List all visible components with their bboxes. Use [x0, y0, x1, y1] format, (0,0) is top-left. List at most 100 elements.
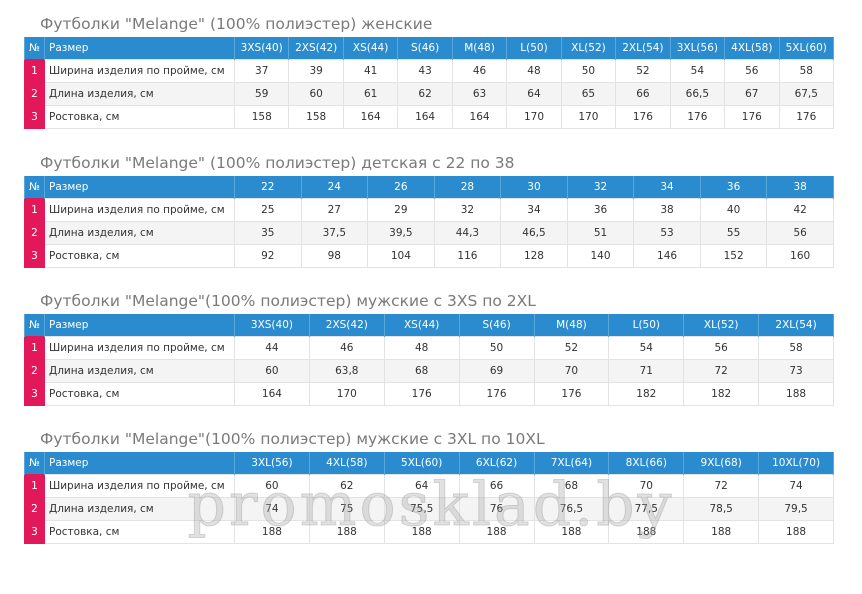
row-number: 3 [24, 105, 45, 129]
table-cell: 64 [383, 474, 460, 498]
size-header: 3XS(40) [234, 314, 310, 337]
header-number: № [24, 452, 45, 475]
size-header: XL(52) [683, 314, 760, 337]
table-row: 2 Длина изделия, см 35 37,5 39,5 44,3 46,5 51 53… [24, 221, 834, 245]
header-size: Размер [44, 37, 235, 60]
table-cell: 188 [758, 382, 834, 406]
row-label: Ширина изделия по пройме, см [44, 474, 235, 498]
table-cell: 44,3 [433, 221, 502, 245]
table-cell: 176 [615, 105, 671, 129]
size-header: XS(44) [342, 37, 399, 60]
table-cell: 54 [608, 336, 685, 360]
table-cell: 37,5 [300, 221, 369, 245]
size-header: 2XS(42) [308, 314, 385, 337]
table-row: 2 Длина изделия, см 74 75 75,5 76 76,5 77,5 78,5… [24, 497, 834, 521]
size-header: 3XL(56) [669, 37, 726, 60]
table-cell: 35 [234, 221, 302, 245]
table-cell: 77,5 [608, 497, 685, 521]
table-cell: 29 [367, 198, 435, 222]
table-row: 3 Ростовка, см 188 188 188 188 188 188 188 188 [24, 520, 834, 544]
table-cell: 52 [533, 336, 610, 360]
row-label: Ростовка, см [44, 244, 235, 268]
size-header: 2XL(54) [758, 314, 834, 337]
row-label: Ростовка, см [44, 105, 235, 129]
table-cell: 158 [288, 105, 344, 129]
row-number: 3 [24, 244, 45, 268]
size-header: 30 [500, 176, 568, 199]
table-cell: 63,8 [308, 359, 385, 383]
table-cell: 140 [566, 244, 635, 268]
table-cell: 44 [234, 336, 310, 360]
table-cell: 51 [566, 221, 635, 245]
table-cell: 63 [451, 82, 508, 106]
row-number: 3 [24, 382, 45, 406]
table-cell: 56 [766, 221, 834, 245]
table-cell: 164 [451, 105, 508, 129]
table-cell: 60 [234, 474, 310, 498]
table-cell: 40 [699, 198, 768, 222]
size-header: 32 [566, 176, 635, 199]
table-cell: 36 [566, 198, 635, 222]
table-cell: 59 [233, 82, 290, 106]
table-cell: 46,5 [500, 221, 568, 245]
table-cell: 176 [724, 105, 780, 129]
header-size: Размер [44, 452, 235, 475]
size-table-women: Футболки "Melange" (100% полиэстер) женс… [24, 11, 835, 129]
size-header: 4XL(58) [308, 452, 385, 475]
table-cell: 182 [608, 382, 685, 406]
table-cell: 61 [342, 82, 399, 106]
table-cell: 92 [234, 244, 302, 268]
row-number: 2 [24, 359, 45, 383]
size-table: № Размер 3XS(40) 2XS(42) XS(44) S(46) M(48) L(5… [24, 37, 835, 129]
table-cell: 164 [397, 105, 453, 129]
row-label: Ростовка, см [44, 382, 235, 406]
table-cell: 188 [533, 520, 610, 544]
table-cell: 176 [458, 382, 535, 406]
row-label: Длина изделия, см [44, 497, 235, 521]
size-header: 3XS(40) [233, 37, 290, 60]
size-header: 6XL(62) [458, 452, 535, 475]
table-cell: 34 [500, 198, 568, 222]
table-cell: 32 [433, 198, 502, 222]
table-cell: 60 [288, 82, 344, 106]
size-header: 34 [633, 176, 701, 199]
size-header: XS(44) [383, 314, 460, 337]
table-cell: 104 [367, 244, 435, 268]
size-header: 22 [234, 176, 302, 199]
table-cell: 170 [506, 105, 562, 129]
table-row: 1 Ширина изделия по пройме, см 44 46 48 50 52 5… [24, 336, 834, 360]
row-label: Длина изделия, см [44, 359, 235, 383]
size-header: XL(52) [560, 37, 617, 60]
table-cell: 72 [683, 359, 760, 383]
section-title: Футболки "Melange" (100% полиэстер) детс… [40, 154, 515, 172]
row-label: Ростовка, см [44, 520, 235, 544]
table-cell: 52 [615, 59, 671, 83]
table-cell: 75 [308, 497, 385, 521]
size-header: L(50) [608, 314, 685, 337]
size-table: № Размер 3XS(40) 2XS(42) XS(44) S(46) M(48) L(5… [24, 314, 834, 406]
table-cell: 41 [342, 59, 399, 83]
table-cell: 56 [683, 336, 760, 360]
size-table: № Размер 3XL(56) 4XL(58) 5XL(60) 6XL(62) 7XL(6… [24, 452, 834, 544]
section-title: Футболки "Melange" (100% полиэстер) женс… [40, 15, 433, 33]
table-cell: 188 [458, 520, 535, 544]
table-cell: 62 [397, 82, 453, 106]
header-size: Размер [44, 176, 235, 199]
table-cell: 62 [308, 474, 385, 498]
row-number: 2 [24, 221, 45, 245]
table-cell: 65 [560, 82, 617, 106]
size-header: 5XL(60) [778, 37, 835, 60]
section-title: Футболки "Melange"(100% полиэстер) мужск… [40, 430, 545, 448]
size-header: 2XS(42) [288, 37, 344, 60]
table-cell: 67 [724, 82, 780, 106]
table-cell: 76,5 [533, 497, 610, 521]
header-row: № Размер 22 24 26 28 30 32 34 36 38 [24, 176, 834, 199]
size-header: 5XL(60) [383, 452, 460, 475]
table-cell: 54 [669, 59, 726, 83]
table-cell: 58 [778, 59, 835, 83]
table-cell: 188 [308, 520, 385, 544]
table-cell: 188 [683, 520, 760, 544]
size-header: L(50) [506, 37, 562, 60]
row-number: 2 [24, 82, 45, 106]
table-cell: 56 [724, 59, 780, 83]
